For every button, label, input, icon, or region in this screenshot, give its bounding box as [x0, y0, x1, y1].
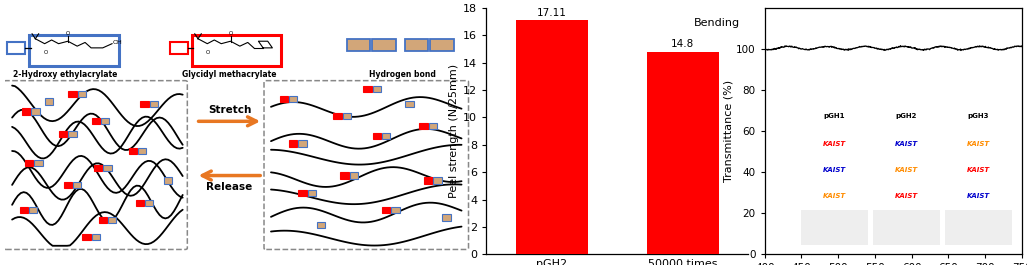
Bar — [279, 96, 289, 102]
Bar — [22, 108, 30, 114]
Bar — [82, 234, 90, 240]
Bar — [349, 173, 357, 179]
Bar — [391, 207, 400, 213]
Bar — [308, 190, 316, 196]
Bar — [29, 207, 37, 213]
Bar — [138, 148, 147, 154]
Bar — [73, 182, 81, 188]
Text: O: O — [228, 31, 233, 36]
Bar — [170, 42, 188, 54]
Bar — [299, 190, 307, 196]
FancyBboxPatch shape — [4, 81, 187, 249]
Bar — [141, 101, 149, 107]
Bar — [20, 207, 28, 213]
Bar — [317, 222, 326, 228]
Bar — [136, 200, 144, 206]
Text: Release: Release — [206, 182, 253, 192]
Bar — [406, 101, 414, 107]
Bar — [419, 123, 427, 129]
Bar — [347, 39, 370, 51]
Bar — [91, 118, 100, 125]
Bar — [30, 35, 118, 66]
Bar — [192, 35, 281, 66]
Bar — [145, 200, 153, 206]
Bar — [128, 148, 138, 154]
Bar — [443, 214, 451, 220]
Text: Hydrogen bond: Hydrogen bond — [369, 69, 435, 78]
Y-axis label: Peel strength (N/25mm): Peel strength (N/25mm) — [449, 64, 459, 198]
Bar — [516, 20, 587, 254]
Bar — [334, 113, 342, 120]
Bar — [45, 99, 53, 105]
Bar — [91, 234, 100, 240]
Bar — [31, 108, 39, 114]
Text: O: O — [206, 50, 211, 55]
Bar — [163, 177, 172, 184]
Bar — [373, 86, 381, 92]
Text: OH: OH — [113, 40, 122, 45]
Bar — [382, 207, 390, 213]
Bar — [428, 123, 436, 129]
Bar — [25, 160, 34, 166]
Bar — [373, 39, 395, 51]
Bar — [99, 217, 107, 223]
Text: 17.11: 17.11 — [537, 8, 567, 18]
Bar — [35, 160, 43, 166]
Text: Glycidyl methacrylate: Glycidyl methacrylate — [182, 69, 276, 78]
Bar — [364, 86, 372, 92]
FancyBboxPatch shape — [264, 81, 468, 249]
Bar — [299, 140, 307, 147]
Bar — [7, 42, 25, 54]
Bar — [59, 131, 68, 137]
Text: 14.8: 14.8 — [672, 39, 694, 49]
Bar — [433, 177, 442, 184]
Bar — [108, 217, 116, 223]
Bar — [101, 118, 109, 125]
Bar — [340, 173, 348, 179]
Text: Bending: Bending — [694, 18, 740, 28]
Bar — [382, 133, 390, 139]
Text: Stretch: Stretch — [207, 105, 252, 115]
Bar — [64, 182, 72, 188]
Bar — [290, 140, 298, 147]
Bar — [69, 91, 77, 97]
Y-axis label: Transmittance (%): Transmittance (%) — [723, 80, 733, 182]
Bar — [343, 113, 351, 120]
Bar — [373, 133, 381, 139]
Text: 2-Hydroxy ethylacrylate: 2-Hydroxy ethylacrylate — [13, 69, 118, 78]
Bar — [290, 96, 298, 102]
Bar — [69, 131, 77, 137]
Bar — [103, 165, 112, 171]
Bar — [150, 101, 158, 107]
Bar — [424, 177, 432, 184]
Text: O: O — [66, 31, 70, 36]
Bar — [647, 52, 719, 254]
Bar — [78, 91, 86, 97]
Bar — [430, 39, 454, 51]
Bar — [93, 165, 103, 171]
Text: O: O — [43, 50, 47, 55]
Bar — [405, 39, 428, 51]
